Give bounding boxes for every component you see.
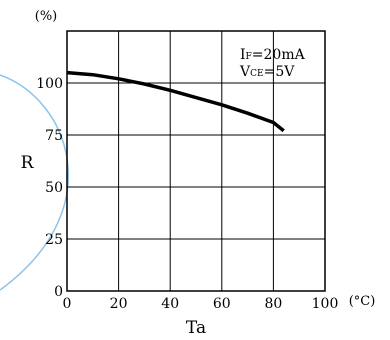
x-tick-label: 60 — [213, 296, 231, 312]
x-tick-labels: 0 20 40 60 80 100 — [63, 296, 339, 312]
plot-frame — [66, 30, 326, 292]
x-tick-label: 20 — [110, 296, 128, 312]
x-axis-title: Ta — [186, 318, 206, 338]
y-tick-label: 100 — [36, 76, 63, 92]
x-unit-label: (°C) — [349, 294, 376, 309]
svg-text:IF=20mA: IF=20mA — [240, 47, 306, 63]
x-tick-label: 40 — [161, 296, 179, 312]
x-tick-label: 80 — [264, 296, 282, 312]
y-axis-title: R — [21, 153, 35, 173]
condition-annotation: IF=20mA VCE=5V — [239, 47, 306, 80]
y-tick-label: 50 — [45, 180, 63, 196]
y-tick-labels: 0 25 50 75 100 — [36, 76, 63, 300]
annotation-line2-main: V — [239, 64, 251, 80]
annotation-line1-rest: =20mA — [252, 47, 306, 63]
y-tick-label: 0 — [54, 284, 63, 300]
y-tick-label: 25 — [45, 232, 63, 248]
y-unit-label: (%) — [35, 9, 58, 24]
annotation-line2-rest: =5V — [264, 64, 296, 80]
annotation-line2-sub: CE — [250, 69, 263, 79]
y-tick-label: 75 — [45, 128, 63, 144]
annotation-line1-sub: F — [246, 52, 252, 62]
series-line-0 — [66, 70, 285, 133]
grid-lines — [67, 31, 325, 291]
x-tick-label: 0 — [63, 296, 72, 312]
svg-text:VCE=5V: VCE=5V — [239, 64, 295, 80]
annotation-line1-main: I — [240, 47, 246, 63]
series-layer — [66, 70, 285, 133]
x-tick-label: 100 — [312, 296, 339, 312]
